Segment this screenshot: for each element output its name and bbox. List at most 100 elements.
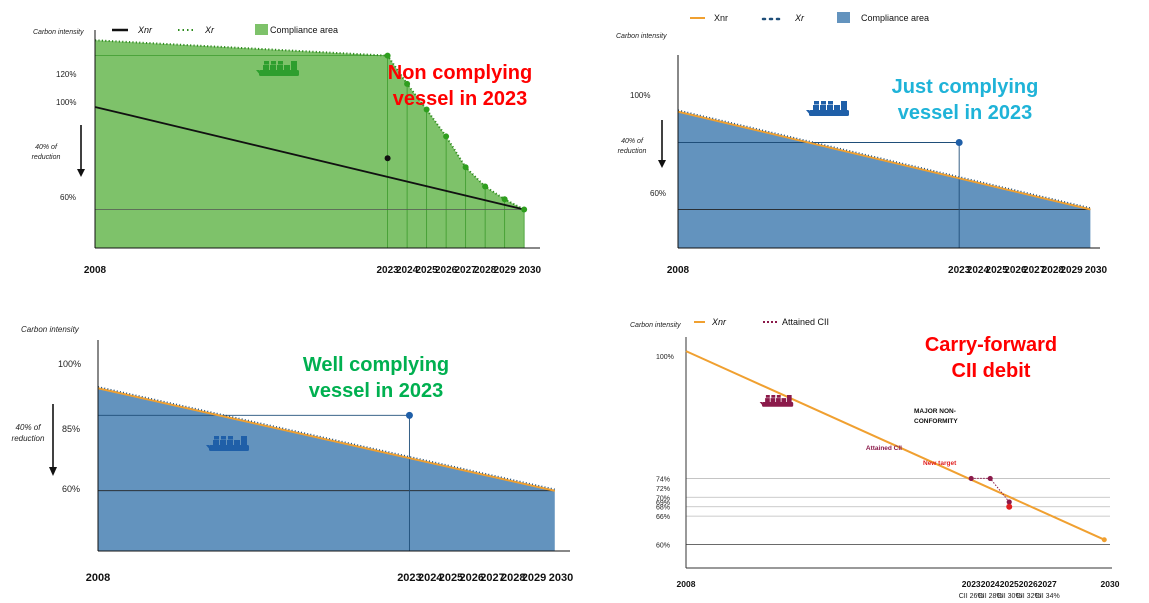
p4-legend-attained: Attained CII xyxy=(782,317,829,327)
p3-y-axis-label: Carbon intensity xyxy=(21,325,80,334)
p4-xtick-2027: 2027 xyxy=(1038,579,1057,589)
p4-gridlines xyxy=(686,478,1110,545)
p1-xr-point-2027 xyxy=(462,164,469,171)
p4-x-tick-labels: 2008 2023 CII 26% 2024 CII 28% 2025 CII 30% 202… xyxy=(677,579,1120,600)
p4-xtick-2023: 2023 xyxy=(962,579,981,589)
p4-xtick-sub-2025: CII 30% xyxy=(997,593,1022,600)
p4-title-line-2: CII debit xyxy=(952,360,1031,382)
panel-carry-forward: Carbon intensity Xnr Attained CII 100% 74… xyxy=(630,317,1120,600)
p4-title-line-1: Carry-forward xyxy=(925,334,1057,356)
p3-ytick-100: 100% xyxy=(58,359,81,369)
panel-non-complying: Carbon intensity Xnr Xr Compliance area … xyxy=(32,24,542,276)
p4-xnr-end-point xyxy=(1101,537,1107,543)
p4-attained-point-2025 xyxy=(1006,499,1012,505)
p4-new-target-point xyxy=(1006,503,1013,510)
p4-ytick-74: 74% xyxy=(656,476,670,483)
p3-xtick-2026: 2026 xyxy=(459,572,483,584)
p2-xnr-line xyxy=(677,110,1091,211)
p2-attained-point xyxy=(955,138,963,146)
p1-xr-point-2023 xyxy=(384,52,391,59)
p1-ytick-100: 100% xyxy=(56,98,76,107)
p2-title-line-1: Just complying xyxy=(892,76,1039,98)
p1-legend-xnr: Xnr xyxy=(137,25,153,35)
p1-xtick-2028: 2028 xyxy=(474,265,497,276)
p1-xtick-2008: 2008 xyxy=(84,265,107,276)
p3-arrow-label-1: 40% of xyxy=(16,423,42,432)
p1-xr-point-2025 xyxy=(423,106,430,113)
p2-xtick-2025: 2025 xyxy=(986,265,1009,276)
p2-legend-xr: Xr xyxy=(794,13,805,23)
p4-xtick-2026: 2026 xyxy=(1019,579,1038,589)
p2-legend-area: Compliance area xyxy=(861,13,929,23)
p2-ytick-60: 60% xyxy=(650,189,666,198)
p1-xtick-2024: 2024 xyxy=(396,265,419,276)
p2-xtick-2008: 2008 xyxy=(667,265,690,276)
p1-arrow-label-1: 40% of xyxy=(35,144,58,151)
p4-y-tick-labels: 100% 74% 72% 70%69%68% 66% 60% xyxy=(656,354,674,550)
p1-legend-area-swatch xyxy=(255,24,268,35)
p3-xtick-2030: 2030 xyxy=(549,572,573,584)
p1-reduction-arrowhead xyxy=(77,169,85,177)
p1-gridlines xyxy=(95,55,525,248)
p2-xtick-2023: 2023 xyxy=(948,265,971,276)
p1-legend-xr: Xr xyxy=(204,25,215,35)
p4-ytick-60: 60% xyxy=(656,542,670,549)
p4-new-target-label: New target xyxy=(923,460,957,467)
p3-gridlines xyxy=(98,414,555,551)
p1-xr-point-2030 xyxy=(521,206,528,213)
p3-xtick-2028: 2028 xyxy=(501,572,525,584)
p2-legend-area-swatch xyxy=(837,12,850,23)
p2-ship-icon xyxy=(806,101,849,116)
p2-xtick-2026: 2026 xyxy=(1004,265,1027,276)
p4-xtick-sub-2027: CII 34% xyxy=(1035,593,1060,600)
p3-compliance-area xyxy=(98,388,555,551)
p1-arrow-label-2: reduction xyxy=(32,154,61,161)
p3-attained-point xyxy=(405,411,413,419)
p4-legend-xnr: Xnr xyxy=(711,317,727,327)
p1-title-line-1: Non complying xyxy=(388,62,532,84)
p4-xtick-2024: 2024 xyxy=(981,579,1000,589)
p3-xtick-2008: 2008 xyxy=(86,572,110,584)
p1-attained-point xyxy=(384,155,391,162)
p3-xnr-line xyxy=(97,387,555,492)
p4-xtick-2030: 2030 xyxy=(1101,579,1120,589)
p4-xnr-line xyxy=(685,350,1105,541)
p4-y-axis-label: Carbon intensity xyxy=(630,322,681,329)
p4-xtick-2008: 2008 xyxy=(677,579,696,589)
p1-legend-area: Compliance area xyxy=(270,25,338,35)
p1-xtick-2030: 2030 xyxy=(519,265,542,276)
p4-ytick-70: 70% xyxy=(656,495,670,502)
p4-ytick-69: 69% xyxy=(656,500,670,507)
p2-arrow-label-1: 40% of xyxy=(621,138,644,145)
p1-xr-point-2024 xyxy=(404,80,411,87)
p1-y-axis-label: Carbon intensity xyxy=(33,29,84,36)
p1-xtick-2027: 2027 xyxy=(455,265,478,276)
p1-xtick-2026: 2026 xyxy=(435,265,458,276)
p1-xr-point-2028 xyxy=(482,183,489,190)
p2-reduction-arrowhead xyxy=(658,160,666,168)
p3-xr-line xyxy=(97,386,555,490)
p4-xtick-2025: 2025 xyxy=(1000,579,1019,589)
p4-attained-point-2023 xyxy=(968,475,974,482)
p3-xtick-2024: 2024 xyxy=(418,572,443,584)
panel-just-complying: Xnr Xr Compliance area Carbon intensity … xyxy=(616,12,1108,276)
p2-xtick-2030: 2030 xyxy=(1085,265,1108,276)
p4-ytick-66: 66% xyxy=(656,514,670,521)
p2-xr-line xyxy=(677,109,1091,209)
p1-xtick-2029: 2029 xyxy=(494,265,517,276)
p3-reduction-arrowhead xyxy=(49,467,57,476)
p4-ytick-68: 68% xyxy=(656,505,670,512)
p1-ytick-60: 60% xyxy=(60,193,76,202)
p2-xtick-2028: 2028 xyxy=(1042,265,1065,276)
panel-well-complying: Carbon intensity 100% 85% 60% 40% of red… xyxy=(12,325,574,584)
p2-arrow-label-2: reduction xyxy=(618,148,647,155)
p3-xtick-2025: 2025 xyxy=(439,572,463,584)
p3-xtick-2027: 2027 xyxy=(480,572,504,584)
p1-xr-point-2029 xyxy=(501,196,508,203)
p4-major-label-1: MAJOR NON- xyxy=(914,408,956,415)
p4-ytick-72: 72% xyxy=(656,486,670,493)
p1-title-line-2: vessel in 2023 xyxy=(393,88,528,110)
